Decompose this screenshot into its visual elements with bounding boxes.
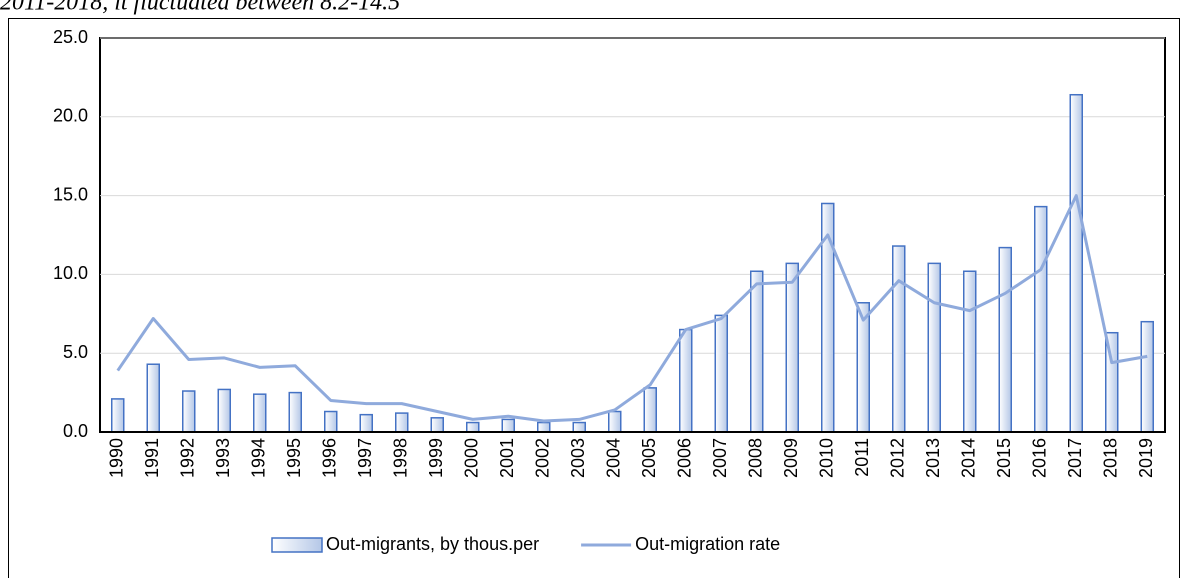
x-tick-label: 2005 xyxy=(639,438,659,478)
x-tick-label: 1990 xyxy=(107,438,127,478)
x-tick-label: 2007 xyxy=(710,438,730,478)
legend-label: Out-migrants, by thous.per xyxy=(326,534,539,554)
annotation: 2011-2018, it fluctuated between 8.2-14.… xyxy=(0,0,400,16)
x-tick-label: 2016 xyxy=(1030,438,1050,478)
bar xyxy=(288,391,302,433)
x-tick-label: 2009 xyxy=(781,438,801,478)
x-tick-label: 1999 xyxy=(426,438,446,478)
bar xyxy=(537,421,551,433)
x-tick-label: 2004 xyxy=(604,438,624,478)
bar xyxy=(679,328,693,433)
x-tick-label: 2001 xyxy=(497,438,517,478)
legend-label: Out-migration rate xyxy=(635,534,780,554)
y-tick-label: 5.0 xyxy=(63,342,88,362)
bar xyxy=(111,398,125,433)
bar xyxy=(1034,205,1048,433)
bar xyxy=(892,245,906,433)
bar xyxy=(501,418,515,433)
x-tick-label: 1991 xyxy=(142,438,162,478)
x-tick-label: 1998 xyxy=(391,438,411,478)
x-tick-label: 1996 xyxy=(320,438,340,478)
x-tick-label: 2017 xyxy=(1065,438,1085,478)
bar xyxy=(430,417,444,433)
line xyxy=(116,194,1148,423)
bar xyxy=(253,393,267,433)
bar xyxy=(714,314,728,433)
bar xyxy=(572,421,586,433)
x-tick-label: 2008 xyxy=(746,438,766,478)
x-tick-label: 2000 xyxy=(462,438,482,478)
x-tick-label: 2002 xyxy=(533,438,553,478)
legend-swatch xyxy=(271,537,323,553)
x-tick-label: 1994 xyxy=(249,438,269,478)
bar xyxy=(608,410,622,433)
x-tick-label: 2010 xyxy=(817,438,837,478)
bar xyxy=(963,270,977,433)
y-tick-label: 20.0 xyxy=(53,106,88,126)
y-tick-label: 10.0 xyxy=(53,263,88,283)
bar xyxy=(643,387,657,433)
bar xyxy=(395,412,409,433)
bar xyxy=(359,413,373,433)
x-tick-label: 2003 xyxy=(568,438,588,478)
x-tick-label: 1993 xyxy=(213,438,233,478)
x-tick-label: 1995 xyxy=(284,438,304,478)
bar xyxy=(856,302,870,433)
x-tick-label: 2011 xyxy=(852,438,872,477)
x-tick-label: 2015 xyxy=(994,438,1014,478)
bar xyxy=(146,363,160,433)
bar xyxy=(998,246,1012,433)
bar xyxy=(750,270,764,433)
x-tick-label: 1997 xyxy=(355,438,375,478)
x-tick-label: 2013 xyxy=(923,438,943,478)
x-tick-label: 1992 xyxy=(178,438,198,478)
bar xyxy=(466,421,480,433)
chart-frame xyxy=(8,18,1180,578)
y-tick-label: 25.0 xyxy=(53,27,88,47)
y-tick-label: 0.0 xyxy=(63,421,88,441)
x-tick-label: 2012 xyxy=(888,438,908,478)
bar xyxy=(217,388,231,433)
x-tick-label: 2018 xyxy=(1101,438,1121,478)
y-tick-label: 15.0 xyxy=(53,184,88,204)
x-tick-label: 2019 xyxy=(1136,438,1156,478)
bar xyxy=(785,262,799,433)
bar xyxy=(927,262,941,433)
x-tick-label: 2006 xyxy=(675,438,695,478)
bar xyxy=(1140,320,1154,433)
x-tick-label: 2014 xyxy=(959,438,979,478)
bar xyxy=(324,410,338,433)
bar xyxy=(1069,93,1083,433)
bar xyxy=(182,390,196,433)
